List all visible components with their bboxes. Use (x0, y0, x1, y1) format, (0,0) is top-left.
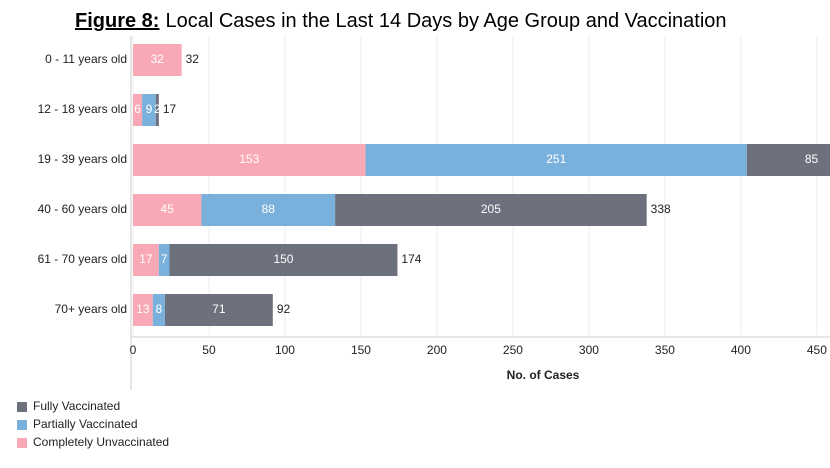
x-tick-label: 200 (427, 343, 447, 357)
bar-segment (133, 194, 202, 226)
x-tick-label: 50 (202, 343, 216, 357)
x-tick-label: 350 (655, 343, 675, 357)
value-label: 251 (546, 152, 566, 166)
value-label: 8 (155, 302, 162, 316)
value-label: 153 (239, 152, 259, 166)
title-text: Local Cases in the Last 14 Days by Age G… (165, 10, 726, 32)
x-tick-label: 300 (579, 343, 599, 357)
bar-segment (155, 94, 159, 126)
x-tick-label: 100 (275, 343, 295, 357)
value-label: 13 (136, 302, 150, 316)
bar-segment (365, 144, 747, 176)
y-tick-label: 19 - 39 years old (38, 152, 127, 166)
total-label: 92 (277, 302, 291, 316)
value-label: 17 (139, 252, 153, 266)
bar-segment (133, 294, 153, 326)
value-label: 9 (146, 102, 153, 116)
bar-segment (201, 194, 336, 226)
value-label: 205 (481, 202, 501, 216)
bar-segment (133, 144, 366, 176)
bar-segment (133, 94, 143, 126)
bar-segment (133, 244, 159, 276)
value-label: 6 (134, 102, 141, 116)
legend-swatch (17, 402, 27, 412)
title-prefix: Figure 8: (75, 10, 159, 32)
x-tick-label: 400 (731, 343, 751, 357)
legend-swatch (17, 420, 27, 430)
bar-segment (152, 294, 165, 326)
total-label: 32 (186, 52, 200, 66)
y-tick-label: 70+ years old (55, 302, 127, 316)
value-label: 2 (154, 102, 161, 116)
total-label: 17 (163, 102, 177, 116)
bar-segment (169, 244, 398, 276)
bar-segment (158, 244, 170, 276)
y-tick-label: 12 - 18 years old (38, 102, 127, 116)
value-label: 150 (273, 252, 293, 266)
x-tick-label: 0 (130, 343, 137, 357)
value-label: 7 (161, 252, 168, 266)
legend-swatch (17, 438, 27, 448)
legend-label: Completely Unvaccinated (33, 435, 169, 449)
value-label: 85 (805, 152, 819, 166)
value-label: 45 (161, 202, 175, 216)
y-tick-label: 61 - 70 years old (38, 252, 127, 266)
value-label: 71 (212, 302, 226, 316)
x-tick-label: 450 (807, 343, 827, 357)
chart-title: Figure 8: Local Cases in the Last 14 Days… (75, 10, 727, 32)
x-tick-label: 150 (351, 343, 371, 357)
bar-segment (746, 144, 830, 176)
y-tick-label: 0 - 11 years old (45, 52, 127, 66)
total-label: 174 (401, 252, 421, 266)
x-axis-title: No. of Cases (507, 368, 580, 382)
total-label: 338 (651, 202, 671, 216)
bar-segment (142, 94, 156, 126)
y-tick-label: 40 - 60 years old (38, 202, 127, 216)
bar-segment (335, 194, 647, 226)
legend-label: Fully Vaccinated (33, 399, 120, 413)
x-tick-label: 250 (503, 343, 523, 357)
value-label: 32 (151, 52, 165, 66)
legend-label: Partially Vaccinated (33, 417, 138, 431)
value-label: 88 (262, 202, 276, 216)
bar-segment (133, 44, 182, 76)
bar-segment (164, 294, 273, 326)
